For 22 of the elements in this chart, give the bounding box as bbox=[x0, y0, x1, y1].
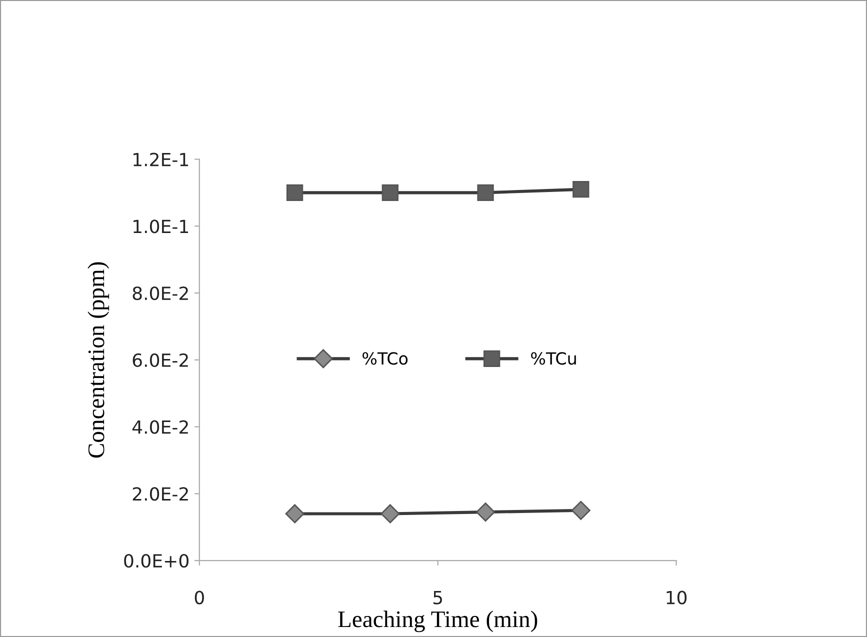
y-tick-label: 1.2E-1 bbox=[134, 152, 188, 166]
y-tick-label: 4.0E-2 bbox=[132, 420, 188, 434]
y-tick-label: 8.0E-2 bbox=[132, 286, 188, 300]
y-tick-label: 6.0E-2 bbox=[132, 353, 188, 368]
legend-label: %TCo bbox=[362, 352, 408, 365]
y-tick-label: 2.0E-2 bbox=[132, 487, 188, 501]
point bbox=[380, 504, 400, 524]
y-tick-label: 0.0E+0 bbox=[124, 554, 188, 568]
y-tick-label: 1.0E-1 bbox=[134, 220, 188, 234]
legend-label: %TCu bbox=[531, 352, 576, 365]
x-tick-label: 10 bbox=[666, 590, 687, 604]
y-axis-title: Concentration (ppm) bbox=[88, 262, 110, 458]
point bbox=[285, 504, 304, 524]
point bbox=[382, 184, 398, 202]
point bbox=[571, 500, 590, 520]
x-axis-title: Leaching Time (min) bbox=[338, 610, 538, 632]
point bbox=[477, 184, 494, 202]
point bbox=[572, 181, 590, 198]
x-tick-label: 5 bbox=[433, 590, 442, 604]
x-tick-label: 0 bbox=[194, 590, 204, 604]
point bbox=[286, 184, 304, 202]
point bbox=[476, 502, 496, 522]
